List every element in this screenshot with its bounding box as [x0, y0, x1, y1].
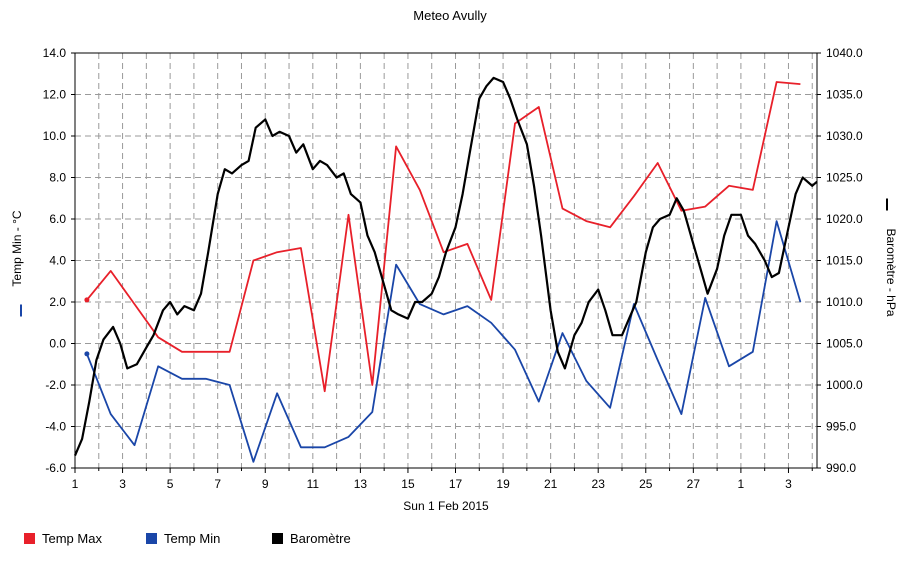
- y-right-tick-label: 1010.0: [826, 295, 863, 309]
- x-tick-label: 25: [639, 477, 653, 491]
- y-left-tick-label: 2.0: [49, 295, 66, 309]
- legend-swatch-temp-max: [24, 533, 35, 544]
- legend-label-temp-max: Temp Max: [42, 531, 102, 546]
- y-right-tick-label: 1035.0: [826, 88, 863, 102]
- y-left-tick-label: 0.0: [49, 337, 66, 351]
- x-tick-label: 21: [544, 477, 558, 491]
- x-tick-label: 3: [119, 477, 126, 491]
- y-right-tick-label: 1005.0: [826, 337, 863, 351]
- y-left-tick-label: -4.0: [45, 420, 66, 434]
- y-left-tick-label: 6.0: [49, 212, 66, 226]
- y-right-tick-label: 1030.0: [826, 129, 863, 143]
- x-tick-label: 15: [401, 477, 415, 491]
- legend-label-barometre: Baromètre: [290, 531, 351, 546]
- y-left-tick-label: 8.0: [49, 171, 66, 185]
- y-right-tick-label: 1020.0: [826, 212, 863, 226]
- y-right-tick-label: 1000.0: [826, 378, 863, 392]
- y-right-tick-label: 995.0: [826, 420, 856, 434]
- x-tick-label: 17: [449, 477, 463, 491]
- y-left-axis-label: Temp Min - °C: [10, 210, 24, 286]
- y-left-tick-label: -2.0: [45, 378, 66, 392]
- legend-swatch-barometre: [272, 533, 283, 544]
- legend-swatch-temp-min: [146, 533, 157, 544]
- y-left-tick-label: 10.0: [43, 129, 67, 143]
- x-tick-label: 27: [687, 477, 701, 491]
- series-temp-max-point: [84, 297, 90, 303]
- y-right-tick-label: 1015.0: [826, 254, 863, 268]
- legend-item-temp-min: Temp Min: [146, 531, 220, 546]
- x-tick-label: 7: [214, 477, 221, 491]
- x-tick-label: 9: [262, 477, 269, 491]
- legend-item-temp-max: Temp Max: [24, 531, 102, 546]
- y-left-tick-label: 14.0: [43, 46, 67, 60]
- chart-title: Meteo Avully: [413, 8, 487, 23]
- series-barometre-line: [73, 76, 818, 457]
- y-left-tick-label: -6.0: [45, 461, 66, 475]
- x-tick-label: 19: [496, 477, 510, 491]
- x-tick-label: 1: [738, 477, 745, 491]
- y-right-tick-label: 1040.0: [826, 46, 863, 60]
- series-temp-min-line: [86, 220, 802, 463]
- legend-item-barometre: Baromètre: [272, 531, 351, 546]
- y-right-tick-label: 990.0: [826, 461, 856, 475]
- y-left-tick-label: 12.0: [43, 88, 67, 102]
- y-right-tick-label: 1025.0: [826, 171, 863, 185]
- y-right-axis-label: Baromètre - hPa: [884, 228, 898, 316]
- x-axis-label: Sun 1 Feb 2015: [403, 499, 489, 513]
- x-tick-label: 5: [167, 477, 174, 491]
- y-left-tick-label: 4.0: [49, 254, 66, 268]
- x-tick-label: 1: [72, 477, 79, 491]
- x-tick-label: 23: [592, 477, 606, 491]
- x-tick-label: 13: [354, 477, 368, 491]
- x-tick-label: 11: [307, 477, 320, 491]
- series-temp-min-point: [84, 351, 90, 357]
- x-tick-label: 3: [785, 477, 792, 491]
- legend-label-temp-min: Temp Min: [164, 531, 221, 546]
